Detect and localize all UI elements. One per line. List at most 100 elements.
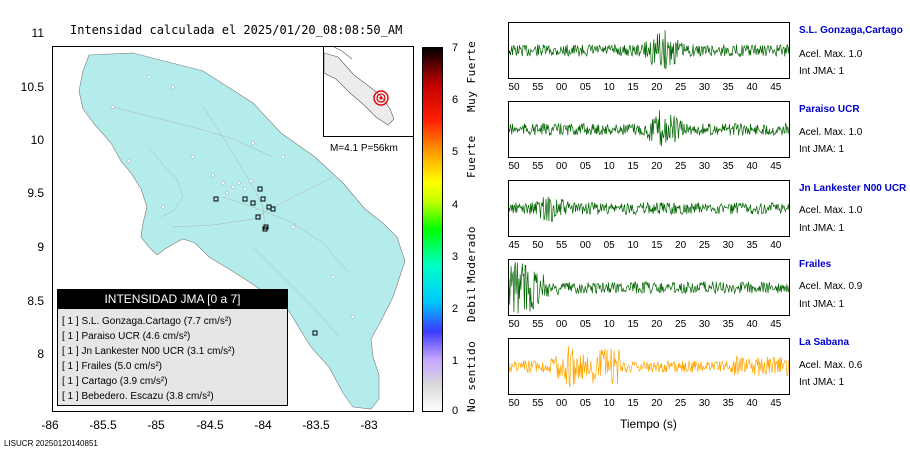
trace-tick: 15	[651, 240, 663, 251]
legend-title: INTENSIDAD JMA [0 a 7]	[58, 290, 287, 309]
int-jma: Int JMA: 1	[799, 299, 845, 310]
waveform	[508, 110, 790, 147]
trace-ticks: 50 55 00 05 10 15 20 25 30 35 40 45	[508, 398, 790, 410]
trace-tick: 15	[627, 319, 639, 330]
footer-id: LISUCR 20250120140851	[4, 439, 98, 448]
trace-tick: 35	[746, 240, 758, 251]
trace-tick: 10	[603, 161, 615, 172]
legend-row: [ 1 ] S.L. Gonzaga.Cartago (7.7 cm/s²)	[62, 316, 232, 327]
trace-tick: 35	[722, 319, 734, 330]
scale-number: 1	[452, 355, 459, 367]
trace-tick: 20	[651, 319, 663, 330]
costa-rica-map	[78, 52, 406, 410]
legend-row: [ 1 ] Cartago (3.9 cm/s²)	[62, 376, 168, 387]
x-tick: -84.5	[196, 418, 224, 432]
y-tick: 8	[37, 347, 44, 361]
y-tick: 9	[37, 240, 44, 254]
trace-tick: 15	[627, 398, 639, 409]
scale-word: Fuerte	[465, 135, 478, 178]
y-tick: 10	[30, 133, 44, 147]
trace-ticks: 50 55 00 05 10 15 20 25 30 35 40 45	[508, 82, 790, 94]
trace-tick: 00	[556, 82, 568, 93]
map-title: Intensidad calculada el 2025/01/20_08:08…	[70, 23, 403, 37]
trace-tick: 55	[532, 398, 544, 409]
legend-row: [ 1 ] Frailes (5.0 cm/s²)	[62, 361, 163, 372]
trace-tick: 05	[579, 398, 591, 409]
trace-tick: 25	[675, 161, 687, 172]
trace-tick: 55	[556, 240, 568, 251]
station-name: S.L. Gonzaga,Cartago	[799, 25, 903, 36]
scale-word: Debil	[465, 286, 478, 322]
acel-max: Acel. Max. 0.9	[799, 281, 863, 292]
trace-tick: 50	[508, 82, 520, 93]
trace-tick: 10	[603, 319, 615, 330]
trace-panel	[508, 338, 790, 395]
inset-map	[323, 46, 413, 137]
waveform-line	[508, 110, 790, 147]
trace-tick: 10	[627, 240, 639, 251]
trace-tick: 00	[556, 319, 568, 330]
trace-tick: 20	[651, 161, 663, 172]
scale-word: Moderado	[465, 226, 478, 283]
scale-word: Muy Fuerte	[465, 40, 478, 112]
scale-number: 4	[452, 199, 459, 211]
trace-tick: 55	[532, 161, 544, 172]
waveform	[508, 196, 790, 223]
magnitude-label: M=4.1 P=56km	[330, 143, 398, 154]
trace-tick: 50	[508, 398, 520, 409]
trace-tick: 40	[770, 240, 782, 251]
trace-ticks: 50 55 00 05 10 15 20 25 30 35 40 45	[508, 319, 790, 331]
trace-tick: 05	[579, 319, 591, 330]
scale-number: 3	[452, 251, 459, 263]
trace-tick: 15	[627, 82, 639, 93]
int-jma: Int JMA: 1	[799, 66, 845, 77]
trace-panel	[508, 22, 790, 79]
trace-tick: 10	[603, 82, 615, 93]
trace-tick: 30	[698, 82, 710, 93]
land-shape	[78, 52, 406, 410]
scale-number: 6	[452, 94, 459, 106]
trace-tick: 45	[770, 82, 782, 93]
y-tick: 8.5	[27, 294, 44, 308]
x-tick: -83	[360, 418, 378, 432]
trace-tick: 55	[532, 82, 544, 93]
waveform	[508, 346, 790, 388]
trace-tick: 55	[532, 319, 544, 330]
waveform	[508, 30, 790, 70]
trace-tick: 30	[698, 161, 710, 172]
trace-tick: 25	[675, 319, 687, 330]
y-tick: 10.5	[20, 80, 44, 94]
trace-ticks: 50 55 00 05 10 15 20 25 30 35 40 45	[508, 161, 790, 173]
trace-tick: 15	[627, 161, 639, 172]
x-tick: -85.5	[89, 418, 117, 432]
x-tick: -86	[41, 418, 59, 432]
acel-max: Acel. Max. 0.6	[799, 360, 863, 371]
trace-panel	[508, 259, 790, 316]
scale-number: 7	[452, 42, 459, 54]
trace-tick: 40	[746, 319, 758, 330]
trace-tick: 50	[508, 161, 520, 172]
trace-tick: 20	[651, 82, 663, 93]
int-jma: Int JMA: 1	[799, 144, 845, 155]
trace-ticks: 45 50 55 00 05 10 15 20 25 30 35 40	[508, 240, 790, 252]
scale-number: 0	[452, 405, 459, 417]
trace-tick: 45	[770, 319, 782, 330]
trace-panel	[508, 101, 790, 158]
x-tick: -83.5	[302, 418, 330, 432]
x-tick: -85	[147, 418, 165, 432]
acel-max: Acel. Max. 1.0	[799, 49, 863, 60]
trace-tick: 05	[579, 82, 591, 93]
station-name: Paraiso UCR	[799, 104, 860, 115]
y-tick: 11	[31, 26, 44, 40]
intensity-legend: INTENSIDAD JMA [0 a 7] [ 1 ] S.L. Gonzag…	[57, 289, 288, 406]
intensity-color-scale	[422, 47, 443, 412]
trace-panel	[508, 180, 790, 237]
trace-tick: 35	[722, 161, 734, 172]
trace-tick: 25	[698, 240, 710, 251]
trace-tick: 20	[651, 398, 663, 409]
trace-tick: 50	[508, 319, 520, 330]
station-name: Frailes	[799, 259, 832, 270]
legend-row: [ 1 ] Bebedero. Escazu (3.8 cm/s²)	[62, 391, 214, 402]
legend-row: [ 1 ] Jn Lankester N00 UCR (3.1 cm/s²)	[62, 346, 235, 357]
trace-tick: 45	[770, 161, 782, 172]
